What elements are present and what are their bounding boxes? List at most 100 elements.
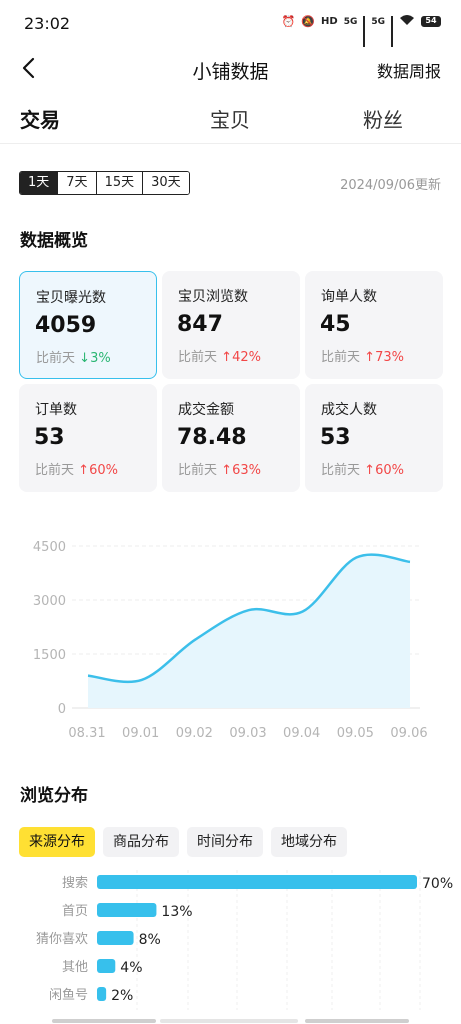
tab-product-distribution[interactable]: 商品分布 [103, 827, 179, 857]
arrow-up-icon: ↑ [364, 463, 376, 478]
trend-chart: 0 1500 3000 4500 08.31 09.01 09.02 09.03 09.04 09… [0, 530, 461, 745]
x-tick-label: 09.03 [229, 726, 266, 741]
tab-source-distribution[interactable]: 来源分布 [19, 827, 95, 857]
card-exposure[interactable]: 宝贝曝光数 4059 比前天 ↓3% [19, 271, 157, 379]
main-tabs: 交易 宝贝 粉丝 [0, 96, 461, 144]
compare-prefix: 比前天 [178, 350, 218, 365]
page-title: 小铺数据 [192, 61, 269, 83]
bar-value-label: 13% [161, 904, 192, 920]
tab-time-distribution[interactable]: 时间分布 [187, 827, 263, 857]
y-tick-label: 0 [58, 702, 66, 717]
x-tick-label: 08.31 [68, 726, 105, 741]
bar-category-label: 其他 [62, 960, 88, 975]
bar-category-label: 猜你喜欢 [36, 932, 88, 947]
tab-trade[interactable]: 交易 [0, 104, 80, 133]
x-tick-label: 09.05 [337, 726, 374, 741]
source-bar-chart-svg: 搜索 70% 首页 13% 猜你喜欢 8% 其他 4% 闲鱼号 2% [36, 870, 453, 1023]
range-7-days[interactable]: 7天 [58, 172, 97, 194]
arrow-up-icon: ↑ [78, 463, 90, 478]
card-compare: 比前天 ↑63% [178, 459, 261, 478]
card-label: 成交人数 [321, 402, 377, 418]
card-value: 45 [320, 312, 351, 337]
distribution-title: 浏览分布 [20, 786, 88, 806]
y-tick-label: 1500 [33, 648, 66, 663]
card-label: 询单人数 [321, 289, 377, 305]
range-30-days[interactable]: 30天 [143, 172, 189, 194]
mute-icon: 🔕 [301, 15, 316, 28]
card-label: 宝贝曝光数 [36, 290, 106, 306]
network-label-2: 5G [371, 16, 385, 27]
card-compare: 比前天 ↑60% [35, 459, 118, 478]
range-1-day[interactable]: 1天 [20, 172, 59, 194]
card-buyers[interactable]: 成交人数 53 比前天 ↑60% [305, 384, 443, 492]
card-gmv[interactable]: 成交金额 78.48 比前天 ↑63% [162, 384, 300, 492]
card-compare: 比前天 ↑42% [178, 346, 261, 365]
arrow-down-icon: ↓ [79, 351, 91, 366]
tab-fans[interactable]: 粉丝 [363, 108, 403, 132]
card-orders[interactable]: 订单数 53 比前天 ↑60% [19, 384, 157, 492]
bar-value-label: 70% [422, 876, 453, 892]
source-bar-chart: 搜索 70% 首页 13% 猜你喜欢 8% 其他 4% 闲鱼号 2% [0, 870, 461, 1024]
bar-category-label: 首页 [62, 904, 88, 919]
distribution-tabs: 来源分布 商品分布 时间分布 地域分布 [19, 827, 347, 857]
change-value: 73% [375, 350, 404, 365]
compare-prefix: 比前天 [35, 463, 75, 478]
bar-category-label: 搜索 [62, 876, 88, 891]
status-time: 23:02 [24, 14, 71, 33]
change-value: 42% [232, 350, 261, 365]
card-views[interactable]: 宝贝浏览数 847 比前天 ↑42% [162, 271, 300, 379]
range-15-days[interactable]: 15天 [96, 172, 144, 194]
x-tick-label: 09.02 [176, 726, 213, 741]
trend-chart-svg: 0 1500 3000 4500 08.31 09.01 09.02 09.03 09.04 09… [33, 540, 428, 741]
change-value: 60% [89, 463, 118, 478]
bar-value-label: 4% [120, 960, 142, 976]
compare-prefix: 比前天 [36, 351, 76, 366]
battery-icon: 54 [421, 16, 441, 27]
card-compare: 比前天 ↓3% [36, 347, 111, 366]
weekly-report-link[interactable]: 数据周报 [376, 62, 441, 81]
source-bar [97, 931, 134, 945]
source-bar [97, 875, 417, 889]
alarm-icon: ⏰ [281, 15, 296, 28]
change-value: 63% [232, 463, 261, 478]
tab-trade-label: 交易 [20, 108, 60, 132]
card-compare: 比前天 ↑73% [321, 346, 404, 365]
arrow-up-icon: ↑ [221, 463, 233, 478]
card-value: 847 [177, 312, 223, 337]
arrow-up-icon: ↑ [221, 350, 233, 365]
card-value: 4059 [35, 313, 97, 338]
bar-value-label: 8% [139, 932, 161, 948]
tab-region-distribution[interactable]: 地域分布 [271, 827, 347, 857]
wifi-icon [399, 14, 415, 29]
change-value: 3% [90, 351, 111, 366]
card-label: 宝贝浏览数 [178, 289, 248, 305]
range-selector: 1天 7天 15天 30天 [19, 171, 190, 195]
status-icons: ⏰ 🔕 HD 5G 5G 54 [281, 14, 441, 47]
card-value: 53 [320, 425, 351, 450]
y-tick-label: 4500 [33, 540, 66, 555]
card-value: 53 [34, 425, 65, 450]
scroll-indicator [305, 1019, 409, 1023]
tab-items[interactable]: 宝贝 [210, 108, 250, 132]
compare-prefix: 比前天 [178, 463, 218, 478]
back-arrow-icon[interactable] [18, 56, 42, 80]
signal-icon [363, 15, 366, 47]
bar-category-label: 闲鱼号 [49, 987, 88, 1003]
card-inquiries[interactable]: 询单人数 45 比前天 ↑73% [305, 271, 443, 379]
nav-bar: 小铺数据 数据周报 [0, 46, 461, 90]
status-bar: 23:02 ⏰ 🔕 HD 5G 5G 54 [0, 0, 461, 47]
source-bar [97, 959, 116, 973]
series-line [87, 553, 411, 684]
arrow-up-icon: ↑ [364, 350, 376, 365]
x-tick-label: 09.06 [390, 726, 427, 741]
card-value: 78.48 [177, 425, 247, 450]
bar-value-label: 2% [111, 988, 133, 1004]
card-label: 订单数 [35, 402, 77, 418]
overview-title: 数据概览 [20, 231, 88, 251]
updated-timestamp: 2024/09/06更新 [340, 178, 441, 193]
scroll-indicator [52, 1019, 156, 1023]
area-fill [88, 554, 410, 708]
hd-badge: HD [321, 16, 338, 27]
card-label: 成交金额 [178, 402, 234, 418]
scroll-indicator [160, 1019, 298, 1023]
